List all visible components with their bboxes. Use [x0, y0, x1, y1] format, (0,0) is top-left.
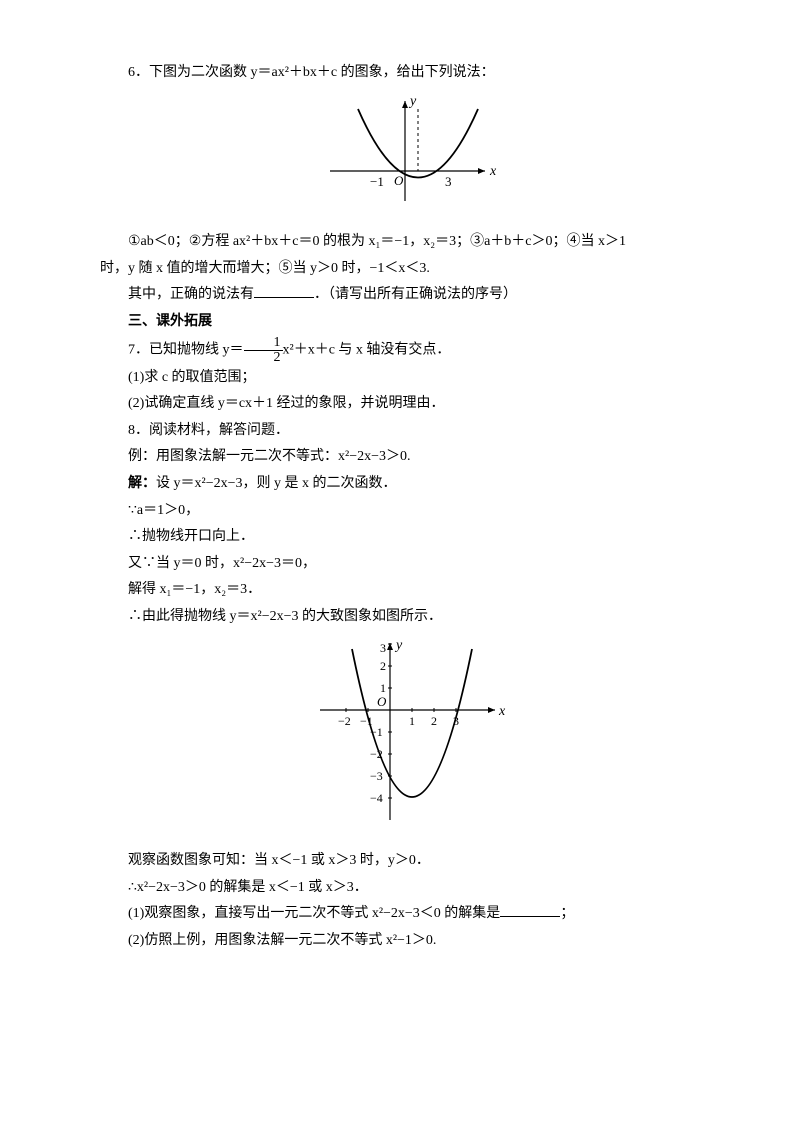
q6-statements-1: ①ab＜0；②方程 ax²＋bx＋c＝0 的根为 x₁＝−1，x₂＝3；③a＋b…	[100, 229, 720, 256]
svg-text:3: 3	[380, 641, 386, 655]
q8-sub1-post: ；	[560, 906, 574, 921]
svg-text:3: 3	[445, 174, 452, 189]
svg-text:O: O	[394, 173, 404, 188]
q6-figure: x y O −1 3	[100, 91, 720, 222]
q8-sol-3: ∴抛物线开口向上．	[100, 524, 720, 551]
q8-sub1-pre: (1)观察图象，直接写出一元二次不等式 x²−2x−3＜0 的解集是	[128, 906, 500, 921]
frac-den: 2	[244, 351, 283, 365]
blank-fill	[254, 283, 314, 298]
sol-label: 解：	[128, 476, 156, 491]
svg-text:−1: −1	[370, 174, 384, 189]
q7-sub2: (2)试确定直线 y＝cx＋1 经过的象限，并说明理由．	[100, 391, 720, 418]
q8-sol-2: ∵a＝1＞0，	[100, 498, 720, 525]
q7-stem-pre: 7．已知抛物线 y＝	[128, 342, 244, 357]
q7-stem: 7．已知抛物线 y＝12x²＋x＋c 与 x 轴没有交点．	[100, 336, 720, 365]
svg-text:x: x	[489, 164, 497, 179]
q6-ask: 其中，正确的说法有 ．（请写出所有正确说法的序号）	[100, 282, 720, 309]
q7-stem-post: x²＋x＋c 与 x 轴没有交点．	[283, 342, 451, 357]
q8-figure: O x y −2 −1 1 2 3 1 2	[100, 635, 720, 841]
q8-sub1: (1)观察图象，直接写出一元二次不等式 x²−2x−3＜0 的解集是 ；	[100, 901, 720, 928]
q8-stem: 8．阅读材料，解答问题．	[100, 418, 720, 445]
svg-text:−2: −2	[338, 714, 351, 728]
q6-stem: 6．下图为二次函数 y＝ax²＋bx＋c 的图象，给出下列说法：	[100, 60, 720, 87]
q8-obs2: ∴x²−2x−3＞0 的解集是 x＜−1 或 x＞3．	[100, 875, 720, 902]
svg-text:O: O	[377, 694, 387, 709]
sol-line1: 设 y＝x²−2x−3，则 y 是 x 的二次函数．	[156, 476, 397, 491]
frac-num: 1	[244, 336, 283, 351]
q8-sub2: (2)仿照上例，用图象法解一元二次不等式 x²−1＞0.	[100, 928, 720, 955]
section-heading-3: 三、课外拓展	[100, 309, 720, 336]
svg-text:2: 2	[380, 659, 386, 673]
fraction-half: 12	[244, 336, 283, 365]
q6-ask-tail: ．（请写出所有正确说法的序号）	[314, 287, 517, 302]
q8-sol-6: ∴由此得抛物线 y＝x²−2x−3 的大致图象如图所示．	[100, 604, 720, 631]
q8-sol-1: 解：设 y＝x²−2x−3，则 y 是 x 的二次函数．	[100, 471, 720, 498]
svg-text:−4: −4	[370, 791, 383, 805]
q6-statements-2: 时，y 随 x 值的增大而增大；⑤当 y＞0 时，−1＜x＜3.	[100, 256, 720, 283]
blank-fill-2	[500, 902, 560, 917]
svg-text:y: y	[408, 94, 417, 109]
svg-text:y: y	[394, 638, 403, 653]
q7-sub1: (1)求 c 的取值范围；	[100, 365, 720, 392]
svg-text:2: 2	[431, 714, 437, 728]
svg-text:−3: −3	[370, 769, 383, 783]
svg-text:1: 1	[409, 714, 415, 728]
q8-example: 例：用图象法解一元二次不等式：x²−2x−3＞0.	[100, 444, 720, 471]
document-page: 6．下图为二次函数 y＝ax²＋bx＋c 的图象，给出下列说法： x y O −…	[0, 0, 800, 1132]
q6-ask-text: 其中，正确的说法有	[128, 287, 254, 302]
svg-text:x: x	[498, 704, 506, 719]
q8-sol-5: 解得 x₁＝−1，x₂＝3．	[100, 577, 720, 604]
q8-sol-4: 又∵当 y＝0 时，x²−2x−3＝0，	[100, 551, 720, 578]
q8-obs1: 观察函数图象可知：当 x＜−1 或 x＞3 时，y＞0．	[100, 848, 720, 875]
svg-text:1: 1	[380, 681, 386, 695]
